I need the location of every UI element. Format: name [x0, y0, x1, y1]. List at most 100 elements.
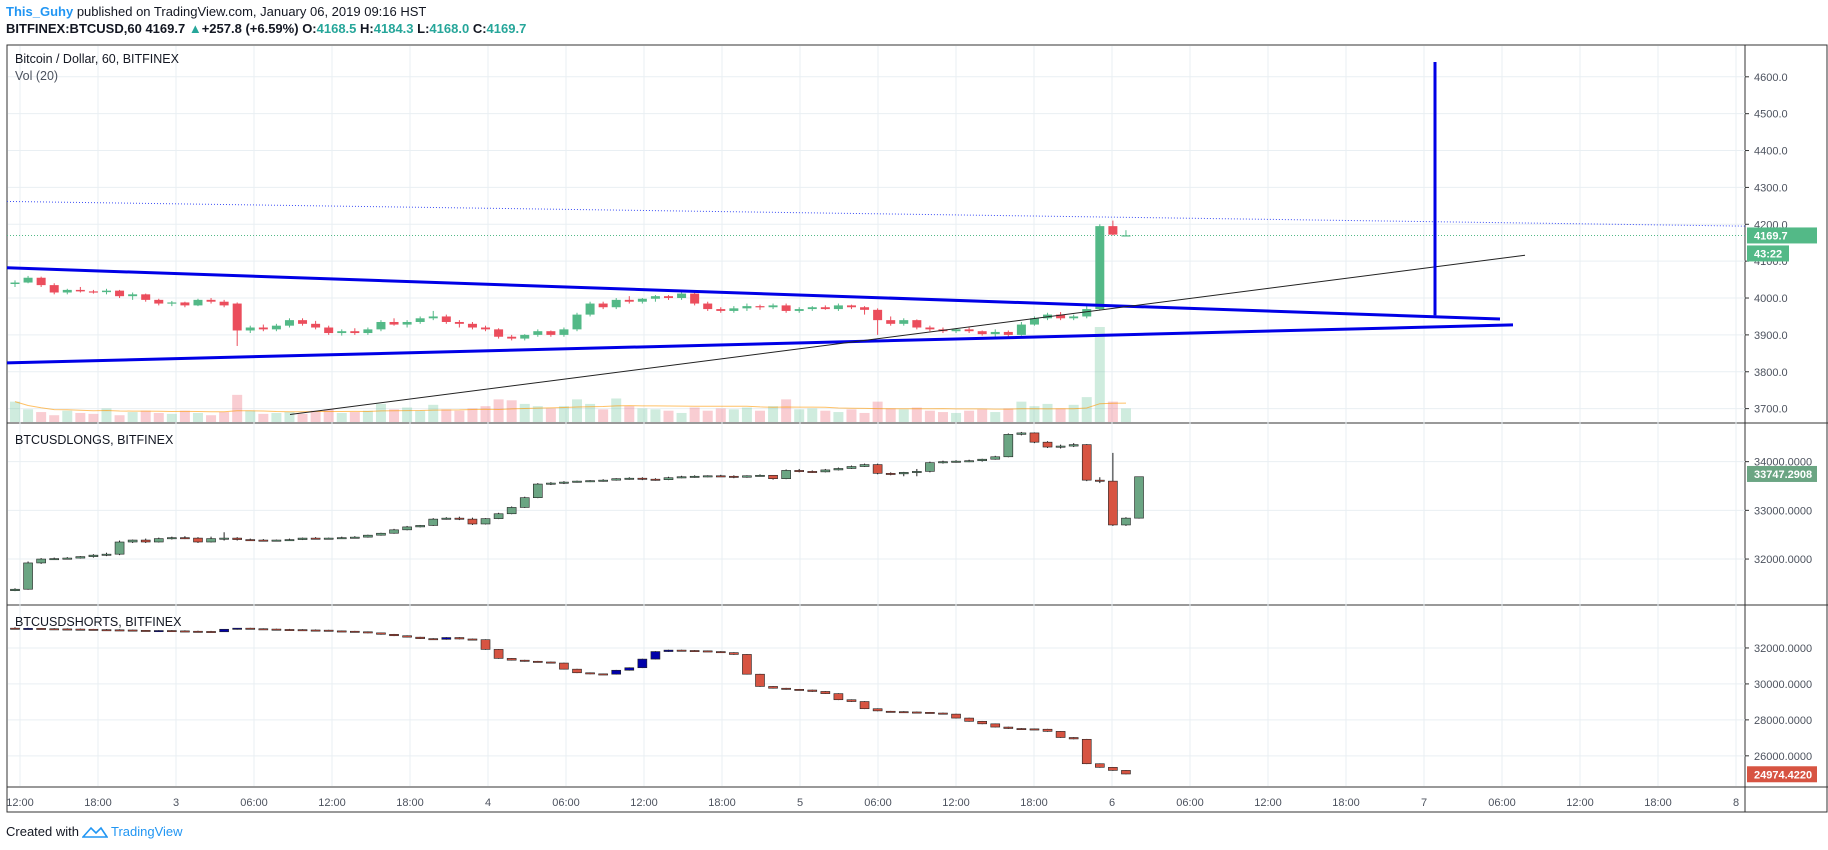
candle-body [389, 529, 399, 534]
time-axis-label: 12:00 [318, 797, 346, 809]
candle-body [428, 518, 439, 526]
candle-body [768, 305, 778, 308]
candle-body [690, 293, 700, 304]
candle-body [716, 309, 726, 311]
candle-body [350, 630, 360, 633]
candle-body [88, 554, 99, 557]
lower-trendline [6, 323, 1514, 365]
candle-body [1068, 444, 1079, 447]
candle-body [559, 481, 569, 484]
candle-body [1042, 728, 1053, 732]
candle-body [702, 475, 713, 478]
candle-body [990, 723, 1001, 728]
candle-body [441, 316, 451, 322]
time-axis-label: 5 [797, 797, 803, 809]
candle-body [990, 456, 1001, 460]
chart-canvas[interactable]: 12:00 18:00 3 06:00 12:00 18:00 4 06:00 12:00 18:… [0, 0, 1828, 820]
candle-body [1095, 226, 1105, 310]
candle-body [546, 482, 556, 485]
candle-body [729, 475, 739, 478]
volume-bar [1107, 401, 1118, 422]
candle-body [232, 303, 242, 331]
interval-label: 60 [127, 21, 142, 36]
candle-body [245, 539, 256, 542]
time-axis-label: 8 [1733, 797, 1739, 809]
candle-body [493, 649, 504, 659]
candle-body [1108, 480, 1118, 526]
candle-body [310, 537, 321, 540]
candle-body [925, 712, 935, 714]
candle-body [951, 460, 961, 463]
volume-bar [1094, 327, 1105, 422]
candle-body [140, 630, 151, 632]
candle-body [846, 466, 857, 469]
candle-body [62, 289, 72, 293]
last-price-badge [1747, 227, 1817, 244]
candle-body [846, 699, 857, 702]
candle-body [912, 320, 922, 328]
volume-bar [493, 399, 504, 422]
candle-body [807, 689, 818, 692]
candle-body [585, 480, 595, 483]
candle-body [258, 327, 268, 330]
candle-body [676, 649, 687, 652]
candle-body [624, 667, 635, 671]
candle-body [598, 303, 608, 308]
candle-body [23, 562, 33, 590]
candle-body [820, 307, 830, 310]
candle-body [768, 686, 778, 689]
volume-bar [480, 406, 491, 422]
volume-bar [598, 409, 609, 422]
candle-body [1042, 441, 1053, 448]
volume-bar [206, 415, 217, 422]
candle-body [23, 628, 33, 630]
volume-bar [75, 412, 86, 422]
volume-bar [1029, 406, 1040, 422]
candle-body [1095, 479, 1105, 482]
candle-body [101, 629, 112, 632]
volume-bar [232, 394, 243, 422]
high-value: 4184.3 [373, 21, 414, 36]
candle-body [898, 711, 909, 714]
time-axis-label: 06:00 [1488, 797, 1516, 809]
time-axis-label: 12:00 [1254, 797, 1282, 809]
volume-bar [362, 410, 373, 422]
candle-body [350, 536, 360, 539]
candle-body [75, 556, 86, 559]
candle-body [964, 717, 974, 722]
candle-body [585, 303, 595, 315]
author-link[interactable]: This_Guhy [6, 4, 74, 19]
candle-body [532, 483, 543, 498]
volume-bar [454, 410, 465, 422]
candle-body [742, 306, 752, 309]
candle-body [520, 334, 530, 339]
time-axis-label: 18:00 [1644, 797, 1672, 809]
volume-bar [833, 412, 844, 422]
footer-brand-link[interactable]: TradingView [110, 824, 183, 839]
candle-body [507, 336, 517, 339]
price-axis-label: 4500.0 [1754, 109, 1788, 121]
candle-body [271, 325, 281, 330]
volume-bar [140, 410, 151, 422]
candle-body [206, 631, 216, 633]
candle-body [428, 316, 438, 319]
candle-body [611, 669, 622, 675]
candle-body [284, 539, 295, 542]
candle-body [1055, 445, 1066, 448]
candle-body [415, 636, 425, 639]
candle-body [180, 630, 190, 633]
candle-body [650, 478, 661, 481]
volume-bar [532, 406, 543, 422]
low-value: 4168.0 [429, 21, 470, 36]
candle-body [1016, 324, 1026, 335]
candle-body [506, 507, 517, 515]
candle-body [454, 637, 465, 640]
volume-bar [637, 408, 648, 422]
volume-bar [859, 412, 870, 422]
volume-bar [715, 408, 726, 422]
candle-body [859, 464, 870, 467]
candle-body [546, 331, 556, 335]
candle-body [49, 558, 60, 561]
candle-body [127, 629, 138, 632]
candle-body [755, 306, 765, 308]
